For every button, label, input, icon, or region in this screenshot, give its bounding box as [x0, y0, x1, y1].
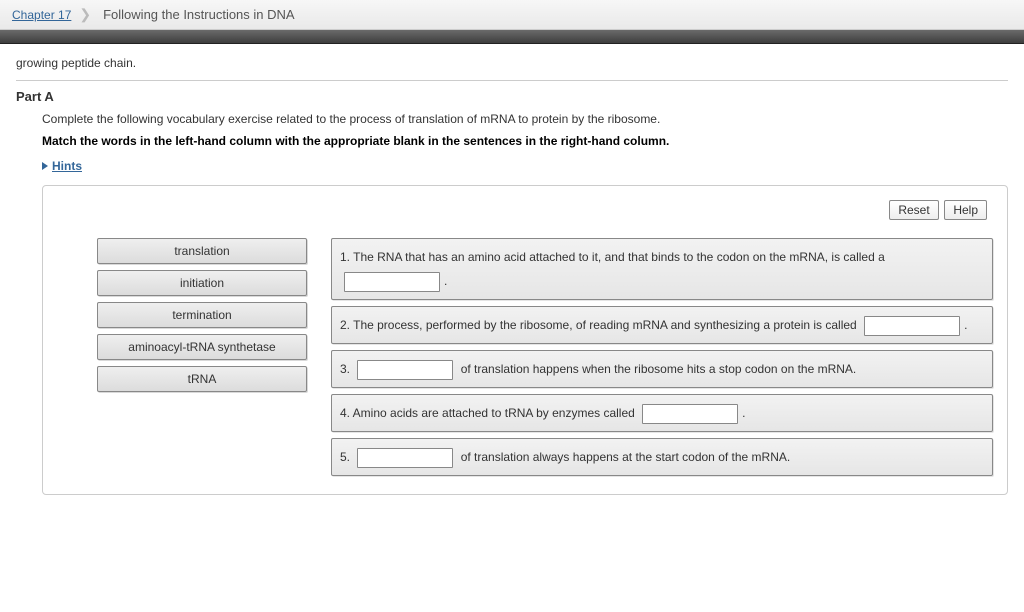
sentence-3: 3. of translation happens when the ribos… — [331, 350, 993, 388]
chapter-link[interactable]: Chapter 17 — [12, 8, 71, 22]
word-tile[interactable]: translation — [97, 238, 307, 264]
caret-right-icon — [42, 162, 48, 170]
sentence-text: 2. The process, performed by the ribosom… — [340, 318, 857, 332]
dark-band — [0, 30, 1024, 44]
pre-text: growing peptide chain. — [16, 52, 1008, 80]
sentence-text: 1. The RNA that has an amino acid attach… — [340, 250, 885, 264]
breadcrumb-bar: Chapter 17 ❯ Following the Instructions … — [0, 0, 1024, 30]
sentence-4: 4. Amino acids are attached to tRNA by e… — [331, 394, 993, 432]
instruction-text-2: Match the words in the left-hand column … — [42, 134, 1008, 148]
reset-button[interactable]: Reset — [889, 200, 938, 220]
part-body: Complete the following vocabulary exerci… — [16, 112, 1008, 495]
button-row: Reset Help — [57, 200, 993, 220]
drop-blank[interactable] — [642, 404, 738, 424]
word-tile[interactable]: initiation — [97, 270, 307, 296]
sentence-text: . — [444, 274, 447, 288]
divider — [16, 80, 1008, 81]
drop-blank[interactable] — [357, 448, 453, 468]
words-column: translation initiation termination amino… — [97, 238, 307, 476]
exercise-panel: Reset Help translation initiation termin… — [42, 185, 1008, 495]
sentence-5: 5. of translation always happens at the … — [331, 438, 993, 476]
drop-blank[interactable] — [344, 272, 440, 292]
main-content: growing peptide chain. Part A Complete t… — [0, 44, 1024, 511]
sentence-text: . — [742, 406, 745, 420]
drop-blank[interactable] — [357, 360, 453, 380]
page-title: Following the Instructions in DNA — [99, 7, 294, 22]
sentence-2: 2. The process, performed by the ribosom… — [331, 306, 993, 344]
drop-blank[interactable] — [864, 316, 960, 336]
word-tile[interactable]: aminoacyl-tRNA synthetase — [97, 334, 307, 360]
chevron-right-icon: ❯ — [77, 6, 93, 23]
sentence-text: of translation always happens at the sta… — [461, 450, 791, 464]
matching-area: translation initiation termination amino… — [57, 238, 993, 476]
sentence-text: 4. Amino acids are attached to tRNA by e… — [340, 406, 635, 420]
hints-toggle[interactable]: Hints — [42, 159, 82, 173]
hints-label: Hints — [52, 159, 82, 173]
word-tile[interactable]: termination — [97, 302, 307, 328]
sentences-column: 1. The RNA that has an amino acid attach… — [331, 238, 993, 476]
sentence-1: 1. The RNA that has an amino acid attach… — [331, 238, 993, 300]
sentence-text: . — [964, 318, 967, 332]
word-tile[interactable]: tRNA — [97, 366, 307, 392]
part-heading: Part A — [16, 89, 1008, 104]
instruction-text-1: Complete the following vocabulary exerci… — [42, 112, 1008, 126]
sentence-text: 5. — [340, 450, 350, 464]
sentence-text: of translation happens when the ribosome… — [461, 362, 857, 376]
sentence-text: 3. — [340, 362, 350, 376]
help-button[interactable]: Help — [944, 200, 987, 220]
